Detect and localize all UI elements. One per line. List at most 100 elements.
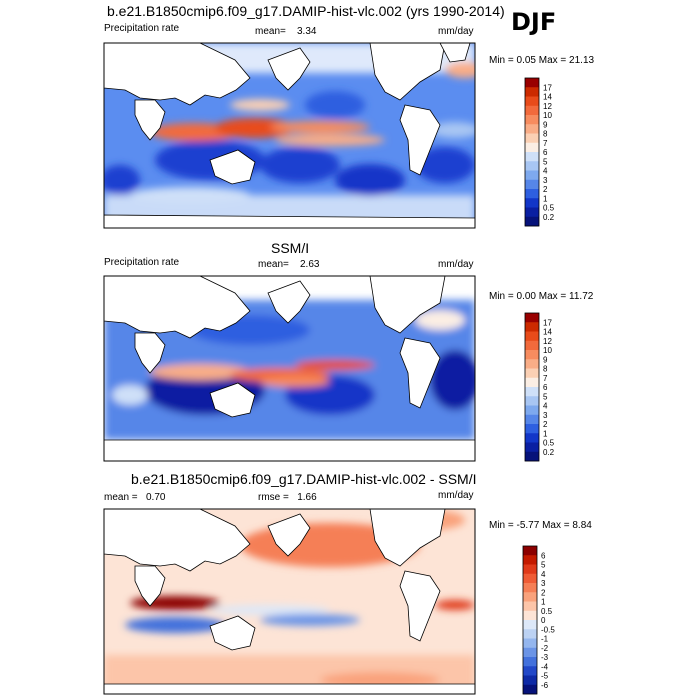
colorbar-1-cell [525,96,539,107]
colorbar-1-cell [525,198,539,208]
panel3-mean-label: mean = 0.70 [104,492,166,503]
panel3-mean-value: 0.70 [145,492,166,503]
colorbar-3-tick-label: -6 [541,681,549,690]
panel2-mean-label: mean= 2.63 [258,259,320,270]
colorbar-1-tick-label: 10 [543,111,552,120]
colorbar-1-tick-label: 6 [543,148,548,157]
colorbar-2-cell [525,322,539,332]
colorbar-3-tick-label: -4 [541,662,549,671]
colorbar-3-cell [523,657,537,667]
panel1-land [104,43,475,228]
colorbar-1-tick-label: 2 [543,185,548,194]
panel2-land [104,276,475,461]
colorbar-1-cell [525,216,539,227]
colorbar-3-cell [523,610,537,621]
colorbar-2-tick-label: 6 [543,383,548,392]
colorbar-1-cell [525,124,539,134]
colorbar-2-tick-label: 17 [543,318,552,327]
panel2-title: SSM/I [271,240,310,256]
colorbar-1-cell [525,207,539,218]
colorbar-1-tick-label: 4 [543,167,548,176]
panel1-map [104,43,475,228]
colorbar-3-tick-label: 5 [541,561,546,570]
panel3-land [104,509,475,694]
panel1-units: mm/day [438,26,474,37]
colorbar-2-cell [525,414,539,425]
panel1-mean-value: 3.34 [296,26,317,37]
colorbar-2-cell [525,313,539,323]
colorbar-3-tick-label: 6 [541,551,546,560]
colorbar-2-cell [525,331,539,342]
colorbar-2-tick-label: 3 [543,411,548,420]
colorbar-3-cell [523,675,537,686]
panel3-rmse-value: 1.66 [297,492,317,503]
colorbar-1-tick-label: 0.5 [543,204,555,213]
panel2-variable-label: Precipitation rate [104,257,180,268]
season-label: DJF [511,8,557,36]
colorbar-2-cell [525,451,539,462]
panel3-stats: Min = -5.77 Max = 8.84 [489,520,592,531]
panel1-title: b.e21.B1850cmip6.f09_g17.DAMIP-hist-vlc.… [107,3,505,19]
colorbar-2-tick-label: 2 [543,420,548,429]
colorbar-3-cell [523,629,537,639]
colorbar-2-cell [525,368,539,379]
colorbar-3-tick-label: -1 [541,635,549,644]
colorbar-1-tick-label: 17 [543,83,552,92]
colorbar-1-tick-label: 12 [543,102,552,111]
colorbar-3-cell [523,564,537,575]
colorbar-2-cell [525,433,539,443]
colorbar-3-cell [523,555,537,565]
panel3-map [104,509,475,694]
colorbar-3-cell [523,573,537,584]
colorbar-1-cell [525,115,539,125]
colorbar-1-cell [525,87,539,97]
colorbar-3-tick-label: -0.5 [541,625,555,634]
colorbar-3-cell [523,647,537,658]
colorbar-3-cell [523,601,537,612]
panel1-variable-label: Precipitation rate [104,23,180,34]
panel1-mean-label: mean= 3.34 [255,26,317,37]
colorbar-1-tick-label: 1 [543,194,548,203]
colorbar-2-cell [525,340,539,351]
colorbar-1-tick-label: 5 [543,157,548,166]
colorbar-1-tick-label: 3 [543,176,548,185]
colorbar-1-tick-label: 9 [543,120,548,129]
colorbar-1-cell [525,189,539,199]
colorbar-2-cell [525,377,539,388]
colorbar-2-tick-label: 7 [543,374,548,383]
panel1-map-frame [103,42,476,229]
colorbar-2-tick-label: 10 [543,346,552,355]
panel2-stats: Min = 0.00 Max = 11.72 [489,291,594,302]
colorbar-2-tick-label: 1 [543,429,548,438]
colorbar-2-cell [525,387,539,397]
colorbar-1-tick-label: 8 [543,130,548,139]
panel2-map [104,276,475,461]
colorbar-3-cell [523,620,537,630]
panel2-map-frame [103,275,476,462]
panel2-mean-value: 2.63 [299,259,320,270]
colorbar-1-cell [525,179,539,190]
colorbar-3-tick-label: 0 [541,616,546,625]
colorbar-2-tick-label: 9 [543,355,548,364]
colorbar-2-cell [525,424,539,434]
colorbar-1-tick-label: 7 [543,139,548,148]
colorbar-2-tick-label: 14 [543,328,552,337]
panel2-units: mm/day [438,259,474,270]
colorbar-3-tick-label: -2 [541,644,549,653]
colorbar-2-tick-label: 0.2 [543,448,555,457]
colorbar-1-cell [525,133,539,144]
colorbar-2-cell [525,396,539,406]
colorbar-1-cell [525,152,539,162]
colorbar-1-tick-label: 14 [543,93,552,102]
colorbar-3-frame [522,545,538,695]
colorbar-2-tick-label: 4 [543,402,548,411]
colorbar-1-cell [525,142,539,153]
colorbar-3-tick-label: 1 [541,598,546,607]
colorbar-2-cell [525,350,539,360]
colorbar-2-cell [525,405,539,416]
colorbar-3-cell [523,638,537,649]
colorbar-3-tick-label: 0.5 [541,607,553,616]
colorbar-2-cell [525,359,539,369]
